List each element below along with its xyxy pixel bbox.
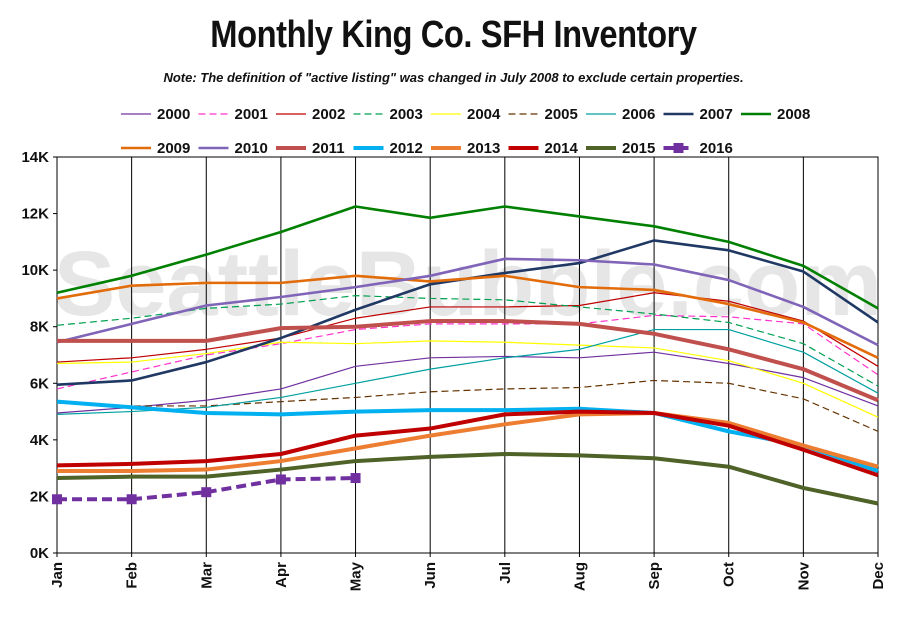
- x-tick-label: Jan: [49, 562, 66, 588]
- legend-label: 2016: [700, 140, 733, 157]
- legend-label: 2005: [545, 106, 578, 123]
- x-tick-label: Jul: [497, 562, 514, 584]
- legend-item-2009: 2009: [121, 140, 190, 157]
- legend-label: 2000: [157, 106, 190, 123]
- legend-item-2005: 2005: [508, 106, 578, 123]
- legend-label: 2008: [777, 106, 810, 123]
- data-point-2016-may: [350, 473, 361, 484]
- legend-marker: [673, 143, 684, 153]
- series-line-2012: [56, 399, 879, 473]
- legend-item-2001: 2001: [198, 106, 268, 123]
- chart-title: Monthly King Co. SFH Inventory: [210, 14, 697, 56]
- chart-subtitle: Note: The definition of "active listing"…: [163, 70, 744, 85]
- x-tick-label: Aug: [571, 562, 588, 591]
- series-line-2009: [56, 274, 879, 360]
- series-2015: [56, 452, 879, 506]
- x-tick-label: Oct: [721, 562, 738, 587]
- legend-item-2016: 2016: [663, 140, 733, 157]
- series-2014: [56, 409, 879, 478]
- y-tick-label: 2K: [30, 488, 49, 505]
- legend-label: 2001: [235, 106, 268, 123]
- y-tick-label: 10K: [21, 262, 49, 279]
- legend-label: 2014: [545, 140, 579, 157]
- legend-label: 2012: [390, 140, 423, 157]
- legend-item-2002: 2002: [276, 106, 345, 123]
- x-tick-label: Feb: [124, 562, 141, 589]
- series-line-2011: [57, 319, 879, 403]
- series-line-2013: [57, 410, 879, 473]
- series-line-2016: [57, 476, 356, 502]
- legend-item-2003: 2003: [353, 106, 423, 123]
- legend-label: 2015: [622, 140, 655, 157]
- x-tick-label: Sep: [646, 562, 663, 590]
- series-line-2003: [56, 295, 879, 387]
- series-2000: [56, 351, 879, 414]
- series-line-2006: [56, 328, 879, 415]
- data-point-2016-apr: [275, 474, 286, 485]
- legend-item-2014: 2014: [508, 140, 579, 157]
- y-tick-label: 14K: [21, 149, 49, 166]
- series-line-2000: [56, 351, 879, 414]
- x-tick-label: Apr: [273, 562, 290, 588]
- series-line-2015: [56, 452, 879, 506]
- legend-label: 2002: [312, 106, 345, 123]
- series-2009: [56, 274, 879, 360]
- legend-label: 2003: [390, 106, 423, 123]
- legend-item-2006: 2006: [586, 106, 655, 123]
- y-tick-label: 12K: [21, 206, 49, 223]
- series-2003: [56, 295, 879, 387]
- legend-item-2015: 2015: [586, 140, 655, 157]
- legend-label: 2004: [467, 106, 501, 123]
- legend-item-2012: 2012: [353, 140, 423, 157]
- series-line-2010: [56, 257, 879, 347]
- series-line-2002: [56, 292, 879, 367]
- series-2016: [52, 473, 361, 505]
- series-2005: [56, 379, 879, 432]
- y-tick-label: 0K: [30, 545, 49, 562]
- series-line-2005: [56, 379, 879, 432]
- legend-item-2007: 2007: [663, 106, 733, 123]
- data-point-2016-feb: [126, 494, 137, 505]
- y-tick-label: 8K: [30, 319, 49, 336]
- series-2002: [56, 292, 879, 367]
- legend-item-2010: 2010: [198, 140, 268, 157]
- series-line-2008: [56, 205, 879, 310]
- y-tick-label: 6K: [30, 375, 49, 392]
- series-2011: [57, 319, 879, 403]
- legend-label: 2010: [235, 140, 268, 157]
- legend-label: 2007: [700, 106, 733, 123]
- series-2013: [57, 410, 879, 473]
- x-tick-label: Nov: [795, 561, 812, 590]
- series-2008: [56, 205, 879, 310]
- legend-item-2008: 2008: [741, 106, 810, 123]
- legend-label: 2009: [157, 140, 190, 157]
- series-line-2004: [56, 340, 879, 418]
- legend-item-2011: 2011: [276, 140, 345, 157]
- series-2010: [56, 257, 879, 347]
- legend-item-2004: 2004: [431, 106, 501, 123]
- x-tick-label: Mar: [198, 562, 215, 589]
- series-2006: [56, 328, 879, 415]
- x-tick-label: May: [348, 561, 365, 591]
- legend-label: 2013: [467, 140, 500, 157]
- series-line-2014: [56, 409, 879, 478]
- y-tick-label: 4K: [30, 432, 49, 449]
- data-point-2016-mar: [201, 487, 212, 498]
- x-tick-label: Jun: [422, 562, 439, 589]
- legend-item-2013: 2013: [431, 140, 500, 157]
- x-tick-label: Dec: [870, 562, 887, 590]
- series-2012: [56, 399, 879, 473]
- data-point-2016-jan: [52, 494, 62, 505]
- legend-item-2000: 2000: [121, 106, 190, 123]
- plot-frame: [56, 156, 879, 554]
- legend-label: 2006: [622, 106, 655, 123]
- legend-label: 2011: [312, 140, 345, 157]
- series-2004: [56, 340, 879, 418]
